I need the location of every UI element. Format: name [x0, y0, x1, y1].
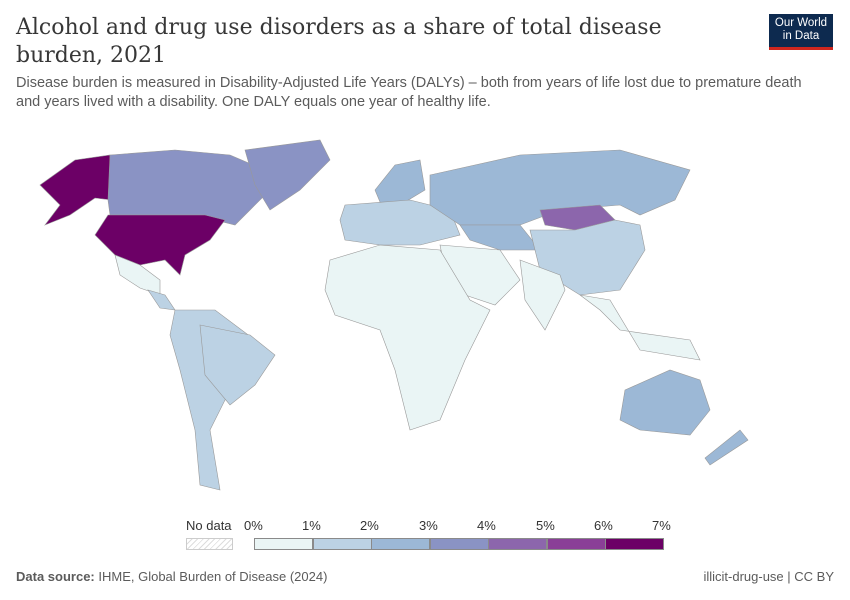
- legend-tick: 6%: [594, 518, 613, 533]
- region-Africa[interactable]: [324, 244, 491, 431]
- legend-bin[interactable]: [254, 538, 313, 550]
- region-Scandinavia[interactable]: [374, 159, 426, 206]
- region-New Zealand[interactable]: [704, 429, 749, 466]
- region-Brazil[interactable]: [199, 324, 276, 406]
- footer-slug[interactable]: illicit-drug-use | CC BY: [703, 569, 834, 584]
- region-Southeast Asia[interactable]: [579, 294, 701, 361]
- legend-tick: 2%: [360, 518, 379, 533]
- region-Canada[interactable]: [107, 149, 271, 226]
- legend-tick: 1%: [302, 518, 321, 533]
- legend-bin[interactable]: [488, 538, 547, 550]
- legend-bin[interactable]: [605, 538, 664, 550]
- legend-no-data-label: No data: [186, 518, 232, 533]
- legend-bin[interactable]: [429, 538, 489, 550]
- region-Europe[interactable]: [339, 199, 461, 246]
- legend-no-data-swatch: [186, 538, 233, 550]
- region-India[interactable]: [519, 259, 566, 331]
- legend-tick: 7%: [652, 518, 671, 533]
- region-Central America[interactable]: [147, 289, 176, 311]
- legend-tick: 5%: [536, 518, 555, 533]
- legend-tick: 0%: [244, 518, 263, 533]
- legend-bin[interactable]: [312, 538, 372, 550]
- region-Central Asia[interactable]: [459, 224, 541, 251]
- region-Alaska[interactable]: [39, 154, 113, 226]
- chart-subtitle: Disease burden is measured in Disability…: [16, 75, 802, 110]
- chart-title: Alcohol and drug use disorders as a shar…: [16, 15, 662, 68]
- legend-bin[interactable]: [371, 538, 430, 550]
- world-map: [39, 139, 749, 491]
- region-Australia[interactable]: [619, 369, 711, 436]
- legend-bin[interactable]: [546, 538, 606, 550]
- data-source: Data source: IHME, Global Burden of Dise…: [16, 569, 327, 584]
- legend-tick: 3%: [419, 518, 438, 533]
- source-text[interactable]: IHME, Global Burden of Disease (2024): [98, 569, 328, 584]
- map-legend: No data 0% 1% 2% 3% 4% 5% 6% 7%: [0, 518, 850, 552]
- region-Greenland[interactable]: [244, 139, 331, 211]
- legend-tick: 4%: [477, 518, 496, 533]
- region-Russia[interactable]: [429, 149, 691, 226]
- source-label: Data source:: [16, 569, 95, 584]
- owid-logo[interactable]: Our World in Data: [769, 14, 833, 50]
- region-United States[interactable]: [94, 214, 226, 276]
